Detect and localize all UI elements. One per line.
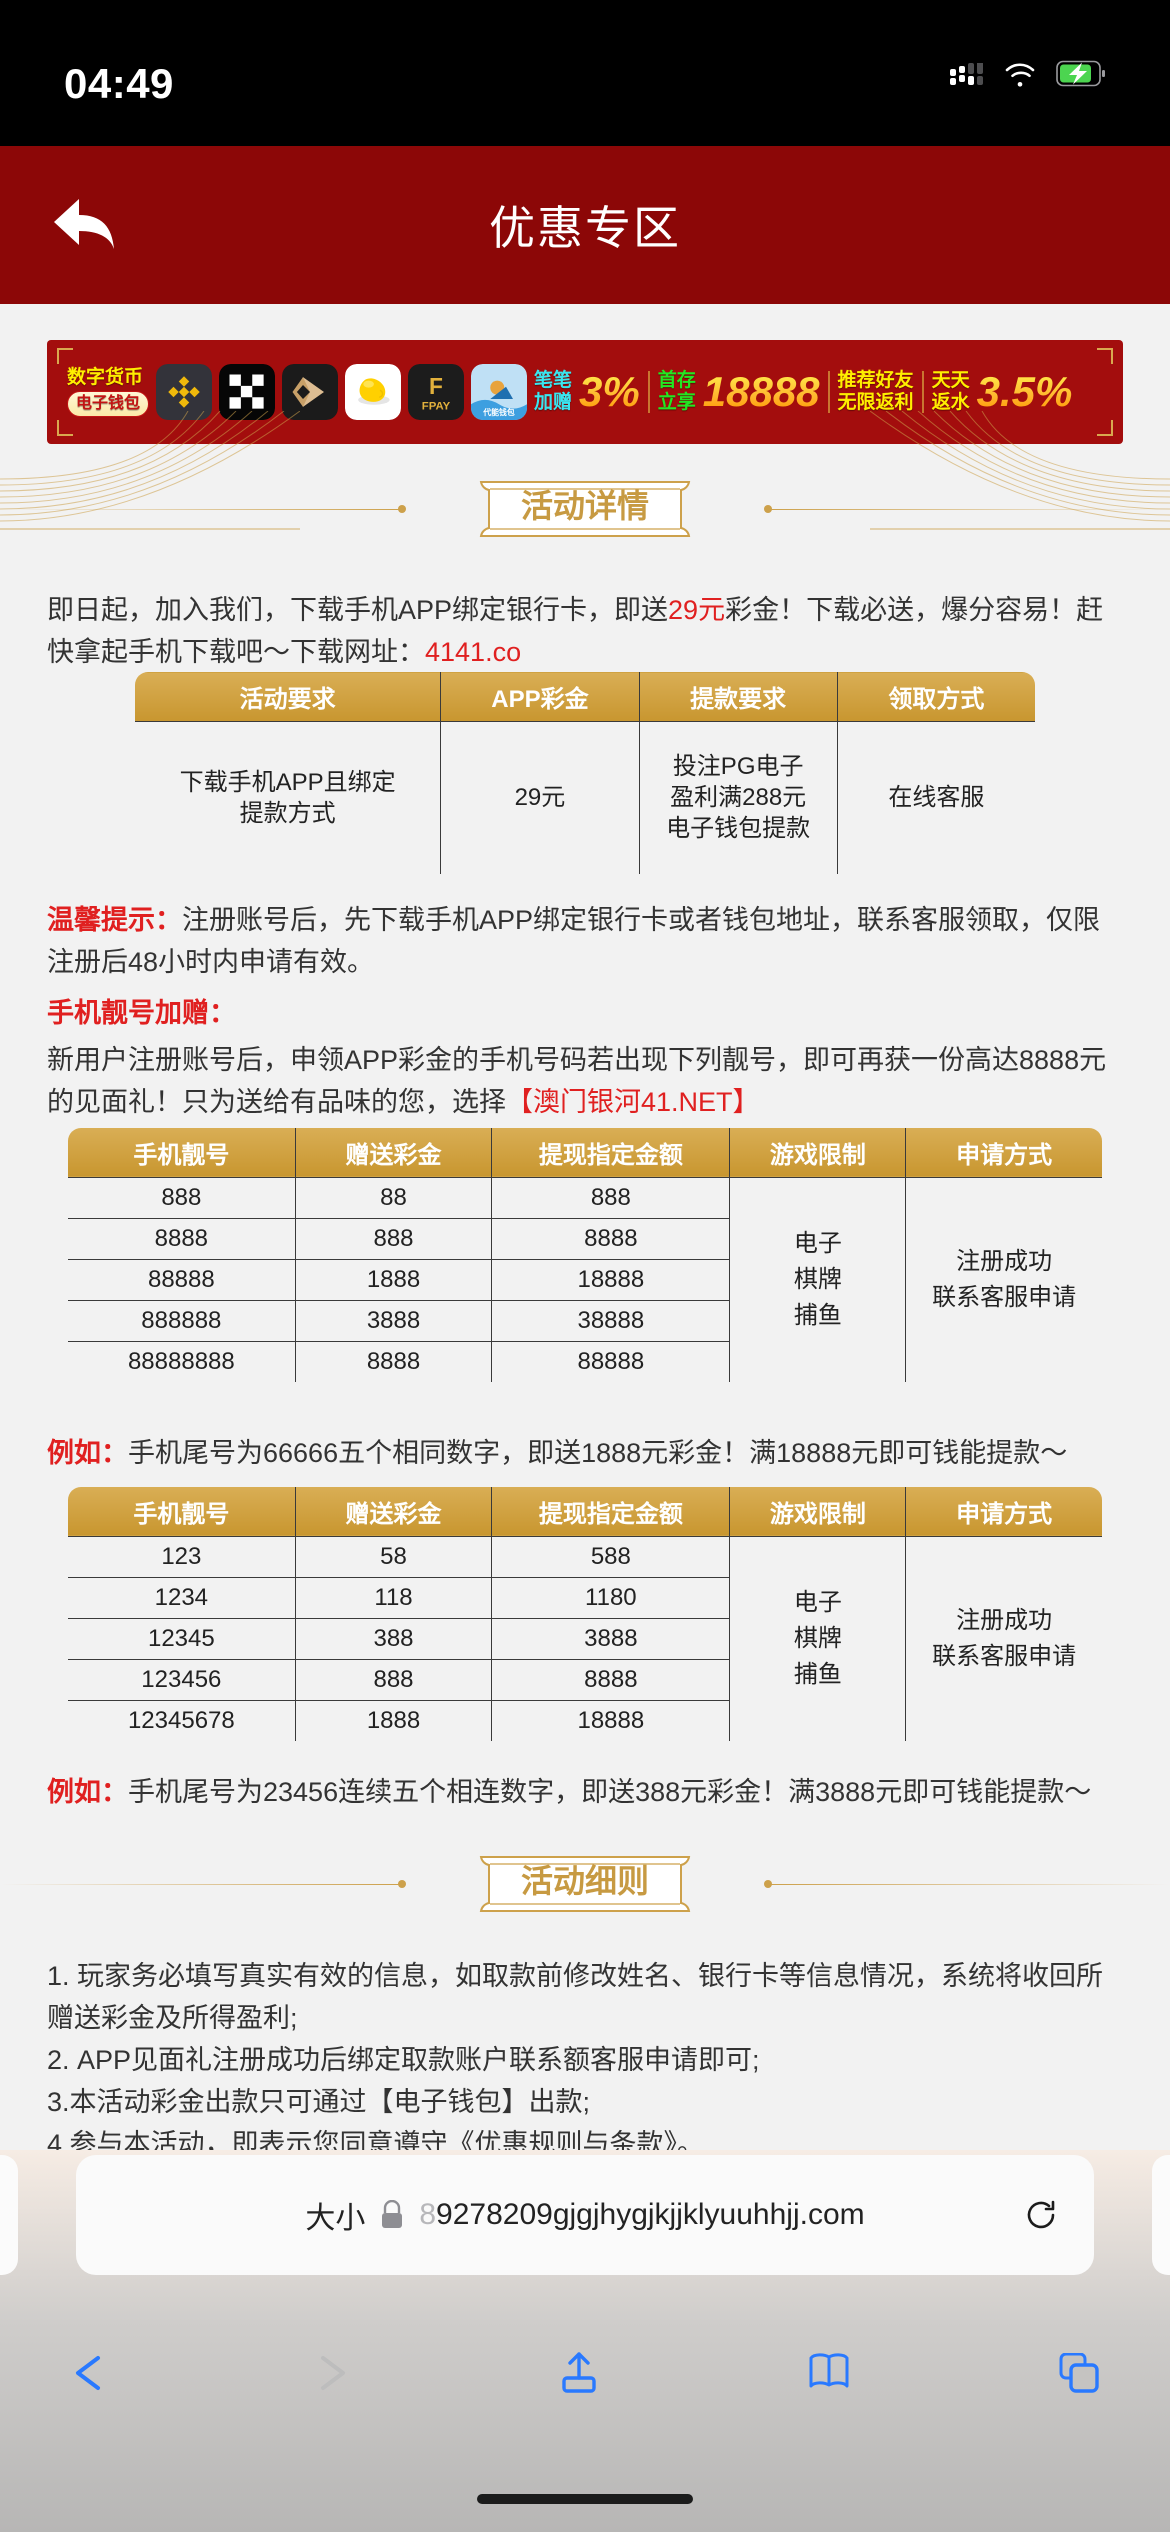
- svg-text:活动细则: 活动细则: [521, 1863, 649, 1899]
- svg-text:FPAY: FPAY: [422, 401, 451, 413]
- svg-text:活动详情: 活动详情: [521, 488, 649, 524]
- svg-text:F: F: [429, 373, 443, 399]
- svg-text:代能钱包: 代能钱包: [482, 407, 515, 417]
